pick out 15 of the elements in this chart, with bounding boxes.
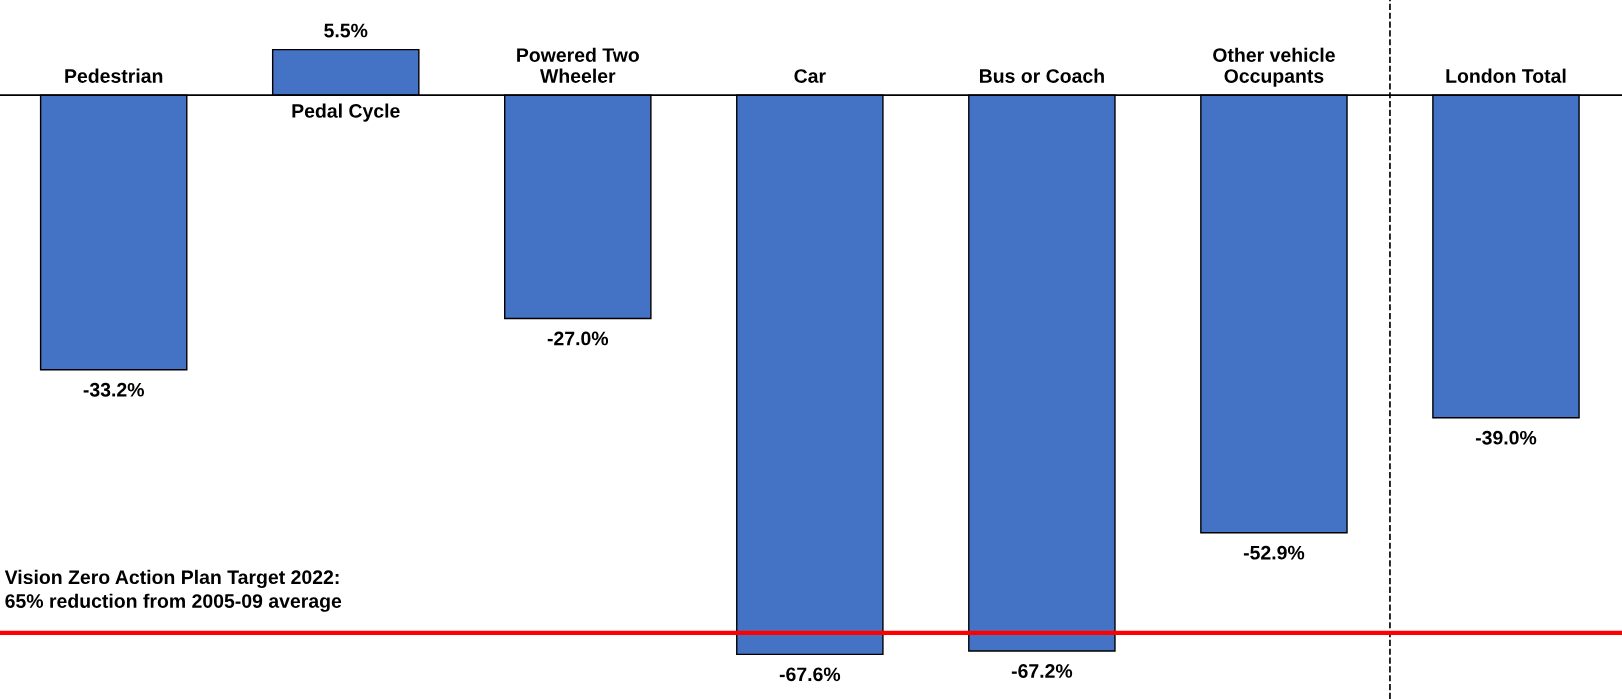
x-tick-label: Bus or Coach (979, 68, 1104, 83)
data-label: -67.6% (779, 667, 841, 682)
data-label: -52.9% (1243, 545, 1305, 560)
x-tick-label: Car (794, 69, 826, 83)
data-label: 5.5% (324, 23, 368, 38)
x-tick-label: Pedal Cycle (292, 103, 400, 122)
annotation: Vision Zero Action Plan Target 2022: 65% reduction from 2005-09 average (4, 569, 342, 612)
data-label: -33.2% (83, 382, 144, 397)
x-tick-label: Other vehicle Occupants (1213, 47, 1335, 87)
data-label: -39.0% (1475, 430, 1537, 445)
x-tick-label: London Total (1446, 68, 1566, 83)
data-label: -67.2% (1011, 664, 1073, 678)
data-label: -27.0% (547, 331, 609, 346)
x-tick-label: Pedestrian (65, 68, 163, 83)
x-tick-label: Powered Two Wheeler (517, 47, 639, 83)
